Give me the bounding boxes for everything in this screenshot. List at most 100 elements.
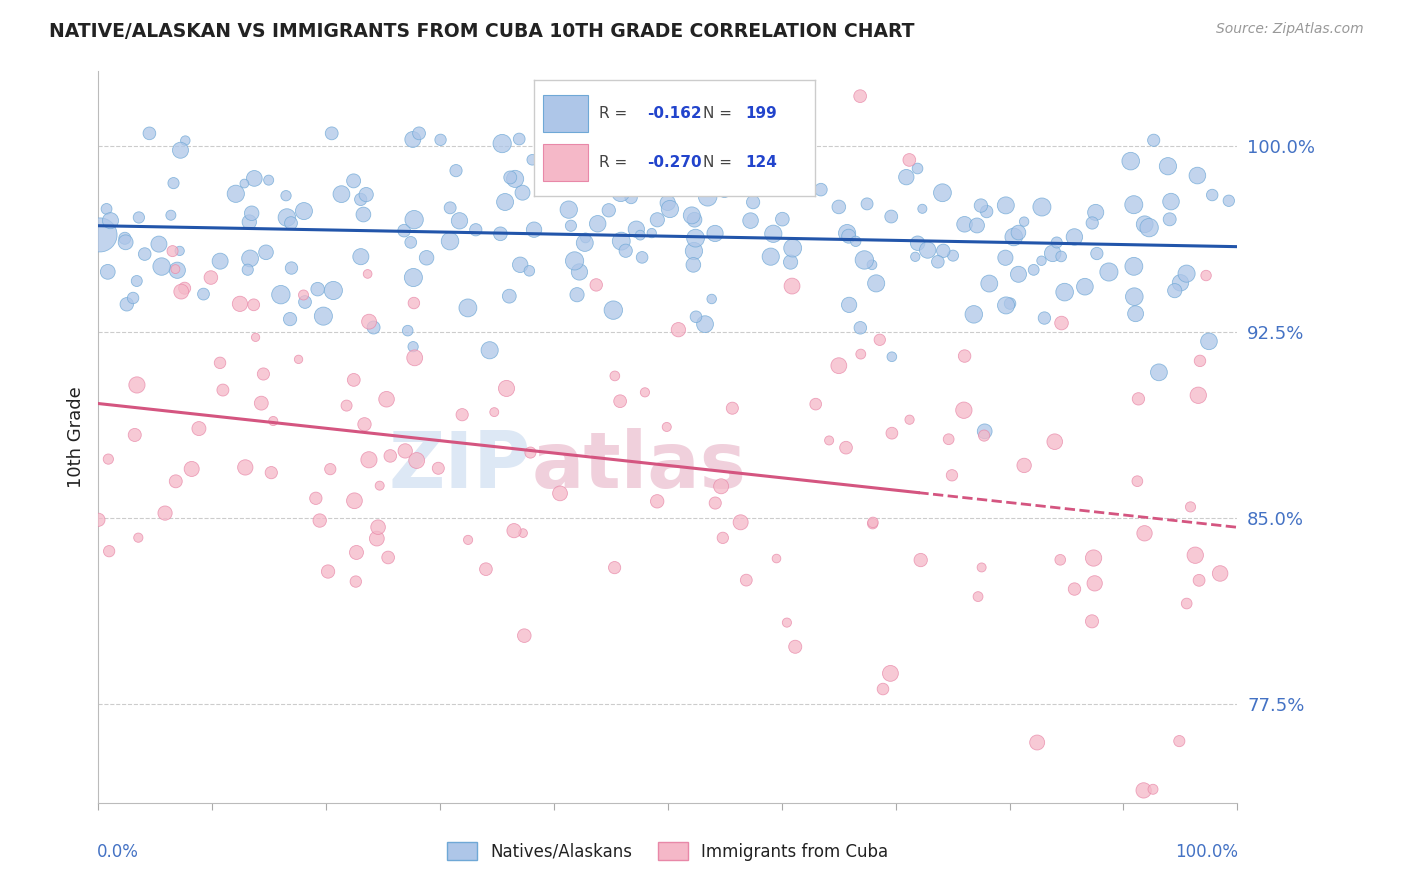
Point xyxy=(335,399,357,413)
Point xyxy=(838,298,860,312)
Point xyxy=(402,270,425,285)
Point xyxy=(294,295,316,310)
Point xyxy=(280,216,302,230)
Point xyxy=(568,265,591,279)
Point xyxy=(1188,354,1211,368)
Point xyxy=(704,227,727,241)
Point xyxy=(647,212,669,227)
Point xyxy=(730,516,752,530)
Text: N =: N = xyxy=(703,106,737,121)
Point xyxy=(308,514,330,528)
Point xyxy=(352,207,374,221)
Point xyxy=(242,298,264,312)
Point xyxy=(162,244,184,259)
Point xyxy=(1043,434,1066,449)
Point xyxy=(150,260,173,274)
Point xyxy=(1050,316,1073,330)
Point xyxy=(292,204,315,219)
Point xyxy=(114,235,136,250)
Point xyxy=(845,235,868,249)
Point xyxy=(292,288,315,302)
Point xyxy=(316,565,339,579)
Point xyxy=(740,213,762,227)
Point xyxy=(187,421,209,435)
Point xyxy=(278,312,301,326)
Point xyxy=(872,681,894,696)
Point xyxy=(776,615,799,630)
Point xyxy=(603,560,626,574)
Point xyxy=(1209,566,1232,581)
Point xyxy=(782,241,804,255)
Point xyxy=(503,172,526,186)
Point xyxy=(560,184,582,198)
Point xyxy=(693,317,716,331)
Point xyxy=(260,466,283,480)
Point xyxy=(209,254,232,268)
Point xyxy=(1042,246,1064,260)
Point xyxy=(1159,212,1181,227)
Point xyxy=(685,231,707,245)
Point xyxy=(1187,169,1209,183)
Point xyxy=(938,432,960,446)
Point xyxy=(239,252,262,266)
Point xyxy=(274,188,297,202)
Point xyxy=(96,202,118,216)
Point xyxy=(1175,597,1198,611)
Point xyxy=(252,367,274,381)
Point xyxy=(1175,267,1198,281)
Text: ZIP: ZIP xyxy=(389,428,531,504)
Point xyxy=(208,356,231,370)
Bar xyxy=(543,95,588,132)
Point xyxy=(1143,133,1166,147)
Point xyxy=(704,496,727,510)
Point xyxy=(359,315,381,329)
Point xyxy=(1187,388,1209,402)
Point xyxy=(932,244,955,258)
Point xyxy=(869,333,891,347)
Point xyxy=(491,136,513,151)
Point xyxy=(1083,551,1105,566)
Point xyxy=(853,252,876,267)
Point xyxy=(849,89,872,103)
Point xyxy=(1007,268,1029,282)
Point xyxy=(1084,576,1107,591)
Point xyxy=(612,156,634,170)
Point xyxy=(762,227,785,241)
Point xyxy=(1063,582,1085,596)
Text: R =: R = xyxy=(599,155,633,170)
Point xyxy=(402,132,425,146)
Point xyxy=(449,214,471,228)
Point xyxy=(979,277,1001,291)
Point xyxy=(212,383,235,397)
Point xyxy=(276,211,298,225)
Point xyxy=(710,479,733,493)
Point xyxy=(910,553,932,567)
Point xyxy=(907,161,929,176)
Point xyxy=(742,195,765,210)
Point xyxy=(976,204,998,219)
Point xyxy=(509,258,531,272)
Point xyxy=(343,373,366,387)
Point xyxy=(574,235,596,250)
Point xyxy=(499,170,522,185)
Point xyxy=(641,226,664,240)
Point xyxy=(356,267,378,281)
Point xyxy=(100,213,122,227)
Point xyxy=(880,426,903,441)
Point xyxy=(942,249,965,263)
Point xyxy=(1007,226,1029,240)
Point xyxy=(464,223,486,237)
Point xyxy=(759,250,782,264)
Point xyxy=(262,414,284,428)
Point xyxy=(609,394,631,409)
Point xyxy=(1168,734,1191,748)
Point xyxy=(512,186,534,200)
Text: N =: N = xyxy=(703,155,737,170)
Point xyxy=(238,215,260,229)
Point xyxy=(1031,200,1053,214)
Point xyxy=(603,173,626,187)
Point xyxy=(818,434,841,448)
Point xyxy=(721,401,744,416)
Point xyxy=(696,190,718,204)
Point xyxy=(489,227,512,241)
